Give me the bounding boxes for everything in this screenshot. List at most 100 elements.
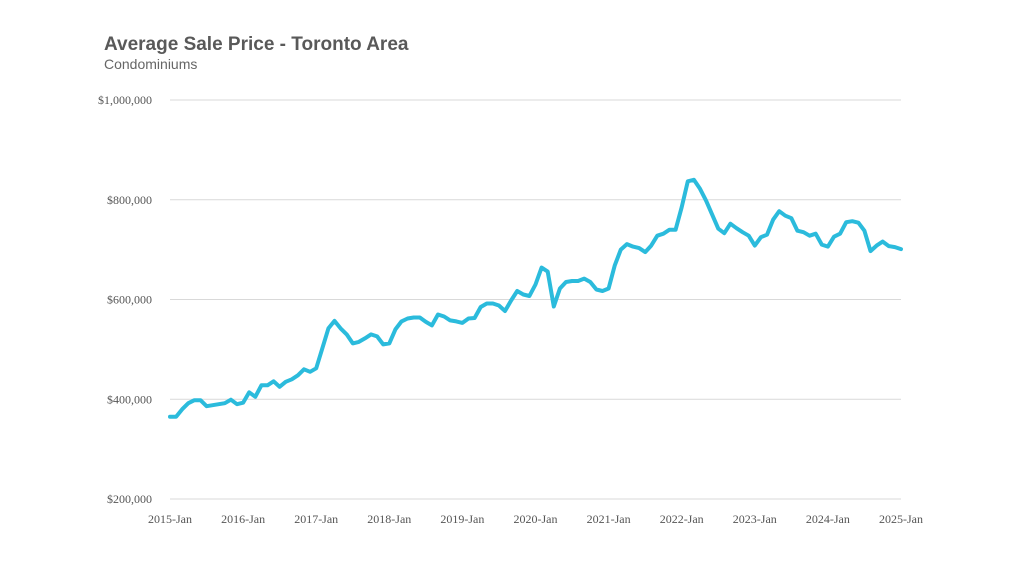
data-point xyxy=(643,250,647,254)
data-point xyxy=(339,326,343,330)
x-tick-label: 2018-Jan xyxy=(367,512,411,526)
data-point xyxy=(229,398,233,402)
data-point xyxy=(521,293,525,297)
data-point xyxy=(485,301,489,305)
data-point xyxy=(686,179,690,183)
data-point xyxy=(856,221,860,225)
data-point xyxy=(192,398,196,402)
data-point xyxy=(826,245,830,249)
y-tick-label: $200,000 xyxy=(107,492,152,506)
data-point xyxy=(680,205,684,209)
x-tick-label: 2024-Jan xyxy=(806,512,850,526)
data-point xyxy=(418,315,422,319)
data-point xyxy=(369,332,373,336)
data-point xyxy=(722,231,726,235)
data-point xyxy=(393,327,397,331)
data-point xyxy=(448,318,452,322)
data-point xyxy=(728,222,732,226)
data-point xyxy=(503,309,507,313)
x-tick-label: 2025-Jan xyxy=(879,512,923,526)
data-point xyxy=(296,373,300,377)
data-point xyxy=(838,232,842,236)
data-point xyxy=(546,270,550,274)
data-point xyxy=(820,243,824,247)
chart-title: Average Sale Price - Toronto Area xyxy=(104,34,409,55)
x-tick-label: 2019-Jan xyxy=(440,512,484,526)
data-point xyxy=(479,305,483,309)
series-line xyxy=(168,177,903,419)
data-point xyxy=(899,247,903,251)
data-point xyxy=(272,379,276,383)
data-point xyxy=(637,246,641,250)
data-point xyxy=(424,320,428,324)
x-tick-label: 2020-Jan xyxy=(514,512,558,526)
data-point xyxy=(345,332,349,336)
data-point xyxy=(406,316,410,320)
x-tick-label: 2022-Jan xyxy=(660,512,704,526)
data-point xyxy=(576,279,580,283)
data-point xyxy=(850,219,854,223)
data-point xyxy=(649,244,653,248)
data-point xyxy=(674,228,678,232)
data-point xyxy=(747,234,751,238)
x-tick-label: 2015-Jan xyxy=(148,512,192,526)
data-point xyxy=(509,298,513,302)
data-point xyxy=(217,402,221,406)
data-point xyxy=(387,341,391,345)
data-point xyxy=(515,289,519,293)
data-point xyxy=(314,366,318,370)
data-point xyxy=(552,304,556,308)
data-point xyxy=(564,280,568,284)
data-point xyxy=(211,403,215,407)
data-point xyxy=(430,323,434,327)
data-point xyxy=(844,220,848,224)
data-point xyxy=(363,336,367,340)
data-point xyxy=(631,245,635,249)
data-point xyxy=(351,341,355,345)
data-point xyxy=(777,209,781,213)
data-point xyxy=(497,303,501,307)
data-point xyxy=(308,370,312,374)
data-point xyxy=(491,301,495,305)
data-point xyxy=(205,404,209,408)
data-point xyxy=(881,240,885,244)
data-point xyxy=(753,244,757,248)
data-point xyxy=(668,228,672,232)
data-point xyxy=(613,264,617,268)
data-point xyxy=(442,314,446,318)
data-point xyxy=(473,316,477,320)
data-point xyxy=(607,287,611,291)
chart-subtitle: Condominiums xyxy=(104,56,198,72)
data-point xyxy=(540,266,544,270)
data-point xyxy=(399,319,403,323)
data-point xyxy=(253,395,257,399)
data-point xyxy=(357,340,361,344)
data-point xyxy=(887,244,891,248)
data-point xyxy=(771,218,775,222)
data-point xyxy=(759,235,763,239)
data-point xyxy=(247,390,251,394)
data-point xyxy=(765,233,769,237)
x-tick-label: 2016-Jan xyxy=(221,512,265,526)
data-point xyxy=(704,199,708,203)
data-point xyxy=(875,244,879,248)
data-point xyxy=(198,398,202,402)
y-tick-label: $1,000,000 xyxy=(98,93,152,107)
data-point xyxy=(332,319,336,323)
data-point xyxy=(278,385,282,389)
data-point xyxy=(534,283,538,287)
data-point xyxy=(802,230,806,234)
data-point xyxy=(862,229,866,233)
data-point xyxy=(290,377,294,381)
x-tick-label: 2017-Jan xyxy=(294,512,338,526)
data-point xyxy=(594,288,598,292)
data-point xyxy=(832,235,836,239)
y-tick-label: $400,000 xyxy=(107,392,152,406)
data-point xyxy=(302,367,306,371)
data-point xyxy=(795,229,799,233)
data-point xyxy=(466,316,470,320)
data-point xyxy=(320,346,324,350)
data-point xyxy=(582,277,586,281)
data-point xyxy=(223,401,227,405)
